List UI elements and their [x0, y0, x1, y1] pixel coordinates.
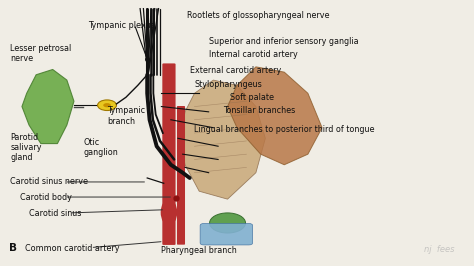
Text: Tonsillar branches: Tonsillar branches [223, 106, 295, 115]
Text: Rootlets of glossopharyngeal nerve: Rootlets of glossopharyngeal nerve [187, 11, 330, 20]
Text: Lesser petrosal
nerve: Lesser petrosal nerve [10, 44, 72, 63]
Text: Carotid body: Carotid body [19, 193, 72, 202]
Polygon shape [180, 80, 265, 199]
Text: Otic
ganglion: Otic ganglion [83, 138, 118, 157]
Text: Lingual branches to posterior third of tongue: Lingual branches to posterior third of t… [194, 124, 375, 134]
Circle shape [210, 213, 246, 233]
Text: Superior and inferior sensory ganglia: Superior and inferior sensory ganglia [209, 37, 358, 46]
Circle shape [103, 103, 111, 107]
Ellipse shape [161, 199, 177, 226]
Circle shape [98, 100, 117, 110]
Text: Tympanic plexus: Tympanic plexus [88, 21, 155, 30]
Text: External carotid artery: External carotid artery [190, 66, 281, 75]
Text: B: B [9, 243, 17, 253]
FancyBboxPatch shape [162, 63, 175, 245]
Text: nj  fees: nj fees [424, 245, 455, 254]
Polygon shape [22, 69, 74, 144]
Text: Common carotid artery: Common carotid artery [25, 244, 120, 253]
FancyBboxPatch shape [177, 106, 185, 245]
Text: Soft palate: Soft palate [230, 93, 274, 102]
Polygon shape [228, 67, 322, 165]
Text: Stylopharyngeus: Stylopharyngeus [194, 80, 262, 89]
Text: Tympanic
branch: Tympanic branch [107, 106, 145, 126]
FancyBboxPatch shape [200, 223, 253, 245]
Text: Carotid sinus: Carotid sinus [29, 209, 82, 218]
Text: Pharyngeal branch: Pharyngeal branch [161, 246, 237, 255]
Text: Carotid sinus nerve: Carotid sinus nerve [10, 177, 88, 186]
Text: Parotid
salivary
gland: Parotid salivary gland [10, 133, 42, 163]
Text: Internal carotid artery: Internal carotid artery [209, 51, 297, 59]
